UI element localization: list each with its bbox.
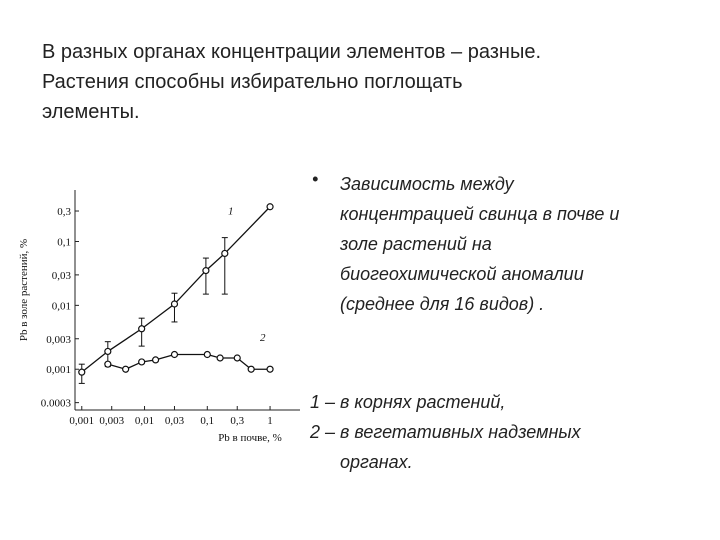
x-tick-label: 1 xyxy=(267,415,273,427)
data-point xyxy=(78,368,86,376)
data-point xyxy=(247,365,255,373)
bullet-dot: • xyxy=(312,169,318,189)
bullet-text: золе растений на xyxy=(339,234,492,254)
series-line xyxy=(81,206,271,373)
x-tick-label: 0,03 xyxy=(165,415,185,427)
y-tick-label: 0.0003 xyxy=(41,398,72,410)
data-point xyxy=(233,354,241,362)
x-tick-label: 0,1 xyxy=(200,415,214,427)
curve-label: 1 xyxy=(228,206,234,218)
slide-title: Растения способны избирательно поглощать xyxy=(42,71,463,93)
series-line xyxy=(107,353,271,370)
data-point xyxy=(266,365,274,373)
y-tick-label: 0,03 xyxy=(52,270,72,282)
curve-label: 2 xyxy=(260,332,266,344)
x-tick-label: 0,001 xyxy=(69,415,94,427)
y-axis-label: Pb в золе растений, % xyxy=(18,239,30,341)
data-point xyxy=(151,356,160,364)
y-tick-label: 0,3 xyxy=(57,206,71,218)
data-point xyxy=(104,347,112,356)
slide-title: элементы. xyxy=(42,101,140,123)
data-point xyxy=(221,249,229,258)
data-point xyxy=(104,360,112,368)
x-tick-label: 0,3 xyxy=(230,415,244,427)
x-tick-label: 0,01 xyxy=(135,415,154,427)
y-tick-label: 0,001 xyxy=(46,364,71,376)
x-axis-label: Pb в почве, % xyxy=(218,432,282,444)
bullet-text: Зависимость между xyxy=(340,174,515,194)
data-point xyxy=(170,350,179,359)
y-tick-label: 0,003 xyxy=(46,334,71,346)
data-point xyxy=(138,325,146,333)
y-tick-label: 0,1 xyxy=(57,236,71,248)
y-tick-label: 0,01 xyxy=(52,300,71,312)
data-point xyxy=(138,358,146,366)
data-point xyxy=(203,350,211,359)
data-point xyxy=(266,203,274,211)
bullet-text: биогеохимической аномалии xyxy=(340,264,584,284)
legend-text: 2 – в вегетативных надземных xyxy=(309,422,582,442)
data-point xyxy=(122,365,130,373)
legend-text: 1 – в корнях растений, xyxy=(310,392,505,412)
x-tick-label: 0,003 xyxy=(99,415,124,427)
data-point xyxy=(170,300,179,308)
data-point xyxy=(216,354,224,362)
bullet-text: концентрацией свинца в почве и xyxy=(340,204,619,224)
bullet-text: (среднее для 16 видов) . xyxy=(340,294,544,314)
legend-text: органах. xyxy=(340,452,413,472)
data-point xyxy=(202,267,210,275)
slide-title: В разных органах концентрации элементов … xyxy=(42,41,541,63)
